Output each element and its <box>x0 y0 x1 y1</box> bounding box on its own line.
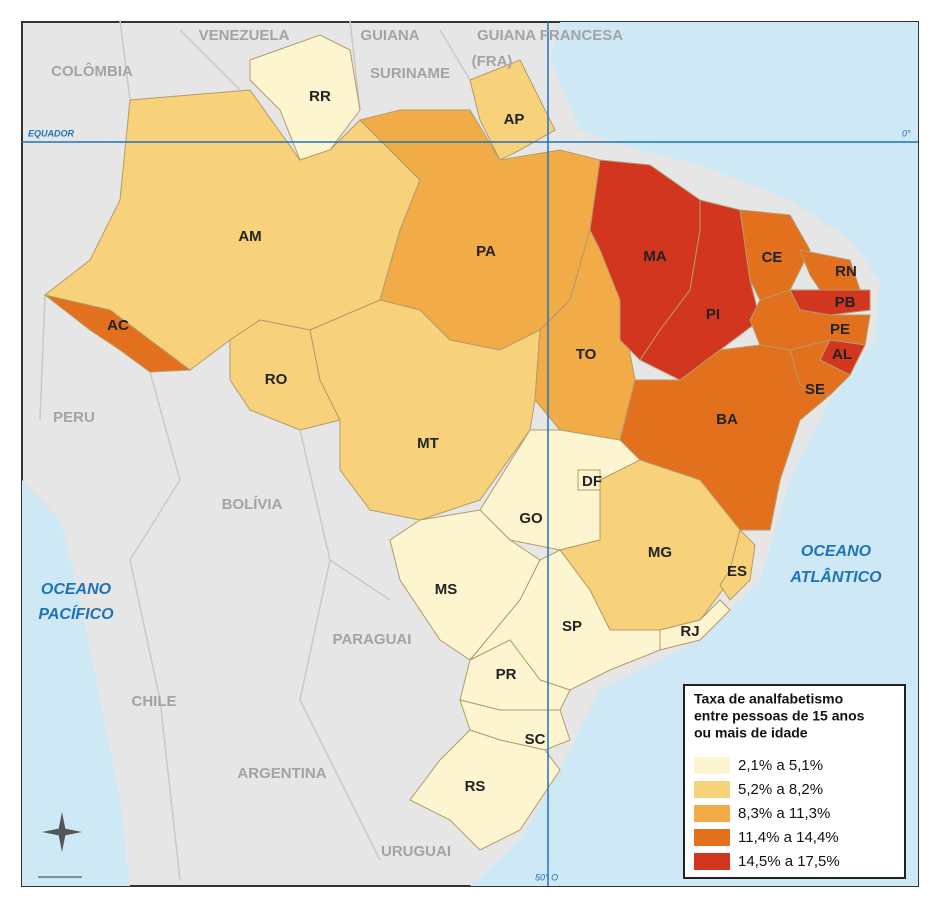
country-label: URUGUAI <box>381 843 451 860</box>
state <box>409 729 561 851</box>
state-label: AM <box>238 228 261 245</box>
ocean-label: ATLÂNTICO <box>789 567 882 586</box>
country-label: CHILE <box>132 693 177 710</box>
state-label: SC <box>525 731 546 748</box>
state-label: ES <box>727 563 747 580</box>
state-label: PA <box>476 243 496 260</box>
state-label: AP <box>504 111 525 128</box>
state-label: RJ <box>680 623 699 640</box>
state-label: PE <box>830 321 850 338</box>
country-label: PARAGUAI <box>333 631 412 648</box>
state-label: GO <box>519 510 543 527</box>
country-label: ARGENTINA <box>237 765 326 782</box>
state-label: AC <box>107 317 129 334</box>
state-label: SP <box>562 618 582 635</box>
legend-title: entre pessoas de 15 anos <box>694 708 865 724</box>
state <box>469 59 556 161</box>
borders <box>39 19 471 881</box>
state-label: CE <box>762 249 783 266</box>
equator-label: EQUADOR <box>28 128 75 138</box>
legend-swatch <box>694 781 730 798</box>
state-label: RR <box>309 88 331 105</box>
state-label: MT <box>417 435 439 452</box>
legend-swatch <box>694 757 730 774</box>
state <box>719 529 756 601</box>
state-label: MS <box>435 581 458 598</box>
ocean-label: OCEANO <box>41 581 112 598</box>
country-label: VENEZUELA <box>199 27 290 44</box>
ocean-label: OCEANO <box>801 543 872 560</box>
state-label: BA <box>716 411 738 428</box>
state-label: TO <box>576 346 597 363</box>
country-label: GUIANA <box>360 27 419 44</box>
legend-title: Taxa de analfabetismo <box>694 691 843 707</box>
legend-swatch <box>694 805 730 822</box>
pacific-ocean <box>22 480 130 886</box>
atlantic-ocean <box>470 22 918 886</box>
equator-degree: 0° <box>902 128 911 138</box>
state-label: RO <box>265 371 288 388</box>
country-label: PERU <box>53 409 95 426</box>
state-label: AL <box>832 346 852 363</box>
state-label: RS <box>465 778 486 795</box>
state <box>44 294 192 373</box>
state-label: RN <box>835 263 857 280</box>
state-label: PR <box>496 666 517 683</box>
state-label: SE <box>805 381 825 398</box>
legend-label: 5,2% a 8,2% <box>738 781 823 798</box>
state-label: PI <box>706 306 720 323</box>
state-label: MA <box>643 248 666 265</box>
state-label: DF <box>582 473 602 490</box>
meridian-label: 50° O <box>535 872 558 882</box>
state-label: MG <box>648 544 672 561</box>
legend-label: 11,4% a 14,4% <box>738 829 839 846</box>
legend-label: 2,1% a 5,1% <box>738 757 823 774</box>
legend-title: ou mais de idade <box>694 725 808 741</box>
country-label: SURINAME <box>370 65 450 82</box>
compass <box>30 800 95 884</box>
state-label: PB <box>835 294 856 311</box>
legend-label: 8,3% a 11,3% <box>738 805 830 822</box>
states <box>43 34 871 851</box>
legend-label: 14,5% a 17,5% <box>738 853 840 870</box>
country-label: COLÔMBIA <box>51 62 133 80</box>
country-label: GUIANA FRANCESA <box>477 27 623 44</box>
ocean-label: PACÍFICO <box>38 604 114 623</box>
country-label: BOLÍVIA <box>222 496 283 513</box>
legend-swatch <box>694 853 730 870</box>
legend-swatch <box>694 829 730 846</box>
country-label: (FRA) <box>472 53 513 70</box>
